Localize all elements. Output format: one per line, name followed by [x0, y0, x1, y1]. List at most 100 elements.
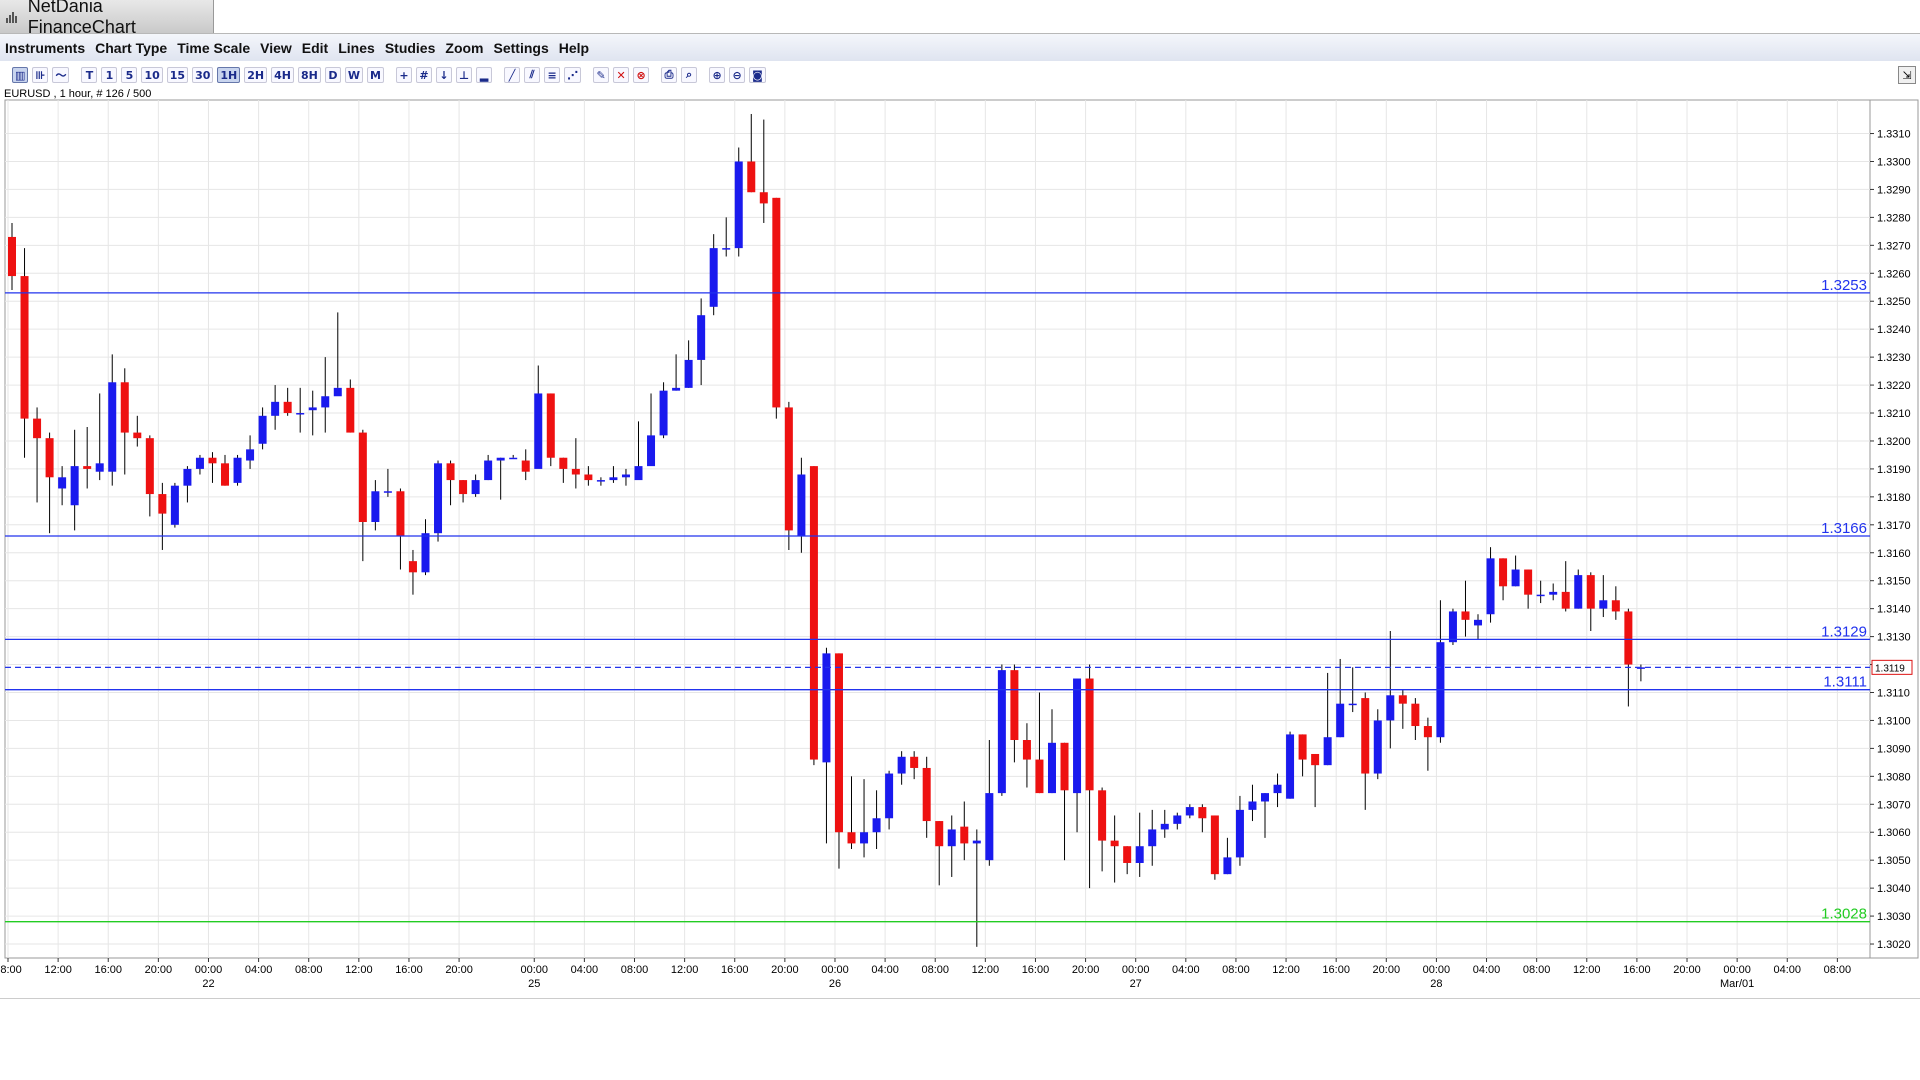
- 4-hour-icon[interactable]: 4H: [271, 67, 295, 83]
- candle-body-up: [659, 390, 668, 436]
- candlestick-chart-icon[interactable]: ▥: [12, 67, 29, 83]
- 15-minute-icon[interactable]: 15: [166, 67, 189, 83]
- fibonacci-icon[interactable]: ≡: [544, 67, 561, 83]
- candle-body-up: [621, 474, 630, 478]
- detach-panel-icon[interactable]: ⇲: [1898, 66, 1916, 84]
- scale-icon[interactable]: ⊥: [456, 67, 473, 83]
- zoom-reset-icon[interactable]: ◙: [749, 67, 766, 83]
- candle-body-down: [1311, 753, 1320, 766]
- arrow-down-icon[interactable]: ↓: [436, 67, 452, 83]
- candle-body-up: [484, 460, 493, 481]
- candle-body-up: [183, 468, 192, 486]
- tick-timescale-icon[interactable]: T: [81, 67, 98, 83]
- menu-instruments[interactable]: Instruments: [5, 39, 86, 56]
- x-tick-label: 12:00: [1573, 964, 1601, 976]
- 2-hour-icon[interactable]: 2H: [244, 67, 268, 83]
- candle-body-down: [83, 466, 92, 469]
- menu-zoom[interactable]: Zoom: [445, 39, 484, 56]
- x-tick-label: 20:00: [1673, 964, 1701, 976]
- candle-body-down: [1524, 569, 1533, 595]
- x-tick-label: 12:00: [1272, 964, 1300, 976]
- 30-minute-icon[interactable]: 30: [192, 67, 214, 83]
- candle-body-down: [1060, 742, 1069, 791]
- menu-time-scale[interactable]: Time Scale: [177, 39, 251, 56]
- 1-minute-icon[interactable]: 1: [101, 67, 118, 83]
- menu-chart-type[interactable]: Chart Type: [95, 39, 168, 56]
- candle-body-down: [772, 197, 781, 408]
- weekly-icon[interactable]: W: [344, 67, 364, 83]
- delete-all-icon[interactable]: ⊗: [633, 67, 650, 83]
- menu-settings[interactable]: Settings: [493, 39, 549, 56]
- x-tick-label: 08:00: [621, 964, 649, 976]
- menu-edit[interactable]: Edit: [301, 39, 329, 56]
- price-chart[interactable]: 1.3020 1.3030 1.3040 1.3050 1.3060 1.3070 1.30…: [0, 0, 1920, 1000]
- candle-body-down: [910, 756, 919, 768]
- print-preview-icon[interactable]: ⌕: [681, 67, 698, 83]
- candle-body-up: [1173, 815, 1182, 824]
- title-bar: NetDania FinanceChart: [0, 0, 1920, 37]
- x-day-label: 26: [829, 978, 841, 990]
- print-icon[interactable]: ⎙: [661, 67, 678, 83]
- candle-body-up: [1261, 793, 1269, 802]
- menu-lines[interactable]: Lines: [338, 39, 375, 56]
- menu-view[interactable]: View: [260, 39, 292, 56]
- delete-line-icon[interactable]: ✕: [613, 67, 630, 83]
- window-title: NetDania FinanceChart: [27, 0, 136, 37]
- grid-icon[interactable]: #: [416, 67, 432, 83]
- draw-icon[interactable]: ✎: [593, 67, 610, 83]
- zoom-out-icon[interactable]: ⊖: [729, 67, 746, 83]
- candle-body-up: [1536, 594, 1545, 597]
- candle-body-down: [1210, 815, 1219, 875]
- candle-body-down: [1624, 611, 1633, 665]
- 5-minute-icon[interactable]: 5: [121, 67, 138, 83]
- candle-body-up: [383, 491, 392, 493]
- candle-body-down: [1423, 726, 1432, 738]
- 8-hour-icon[interactable]: 8H: [298, 67, 321, 83]
- candle-body-up: [258, 415, 267, 444]
- daily-icon[interactable]: D: [324, 67, 341, 83]
- monthly-icon[interactable]: M: [367, 67, 384, 83]
- candle-body-up: [421, 533, 430, 573]
- candle-body-up: [434, 463, 443, 534]
- zoom-in-icon[interactable]: ⊕: [709, 67, 726, 83]
- y-tick-label: 1.3130: [1877, 632, 1911, 644]
- candle-body-down: [1298, 734, 1307, 760]
- candle-body-down: [1010, 670, 1019, 741]
- volume-icon[interactable]: ▂: [476, 67, 493, 83]
- candle-body-up: [95, 463, 104, 472]
- bar-chart-icon[interactable]: ⊪: [32, 67, 49, 83]
- x-tick-label: 20:00: [771, 964, 799, 976]
- candle-body-up: [709, 248, 718, 307]
- crosshair-icon[interactable]: +: [396, 67, 412, 83]
- x-tick-label: 16:00: [395, 964, 423, 976]
- y-tick-label: 1.3060: [1877, 827, 1911, 839]
- candle-body-down: [158, 494, 167, 514]
- candle-body-up: [1511, 569, 1520, 587]
- window-title-tab[interactable]: NetDania FinanceChart: [0, 0, 214, 37]
- candle-body-up: [321, 396, 330, 408]
- candle-body-down: [45, 438, 54, 478]
- candle-body-up: [296, 413, 305, 415]
- trendline-icon[interactable]: ╱: [504, 67, 521, 83]
- x-tick-label: 16:00: [94, 964, 122, 976]
- menu-help[interactable]: Help: [558, 39, 590, 56]
- price-axis-panel: [1869, 99, 1919, 959]
- candle-body-down: [584, 474, 593, 481]
- 1-hour-icon[interactable]: 1H: [217, 67, 241, 83]
- menu-studies[interactable]: Studies: [384, 39, 436, 56]
- level-label: 1.3028: [1821, 906, 1867, 923]
- candle-body-down: [571, 468, 580, 475]
- 10-minute-icon[interactable]: 10: [141, 67, 163, 83]
- line-chart-icon[interactable]: 〜: [52, 67, 70, 83]
- candle-body-up: [308, 407, 317, 411]
- x-tick-label: 12:00: [972, 964, 1000, 976]
- y-tick-label: 1.3260: [1877, 268, 1911, 280]
- x-tick-label: 04:00: [871, 964, 899, 976]
- candle-body-up: [609, 477, 618, 481]
- gann-icon[interactable]: ⋰: [564, 67, 582, 83]
- candle-body-up: [1336, 703, 1345, 738]
- x-day-label: 25: [528, 978, 540, 990]
- channel-icon[interactable]: ⫽: [524, 67, 541, 83]
- candle-body-down: [1085, 678, 1094, 791]
- x-tick-label: 00:00: [821, 964, 849, 976]
